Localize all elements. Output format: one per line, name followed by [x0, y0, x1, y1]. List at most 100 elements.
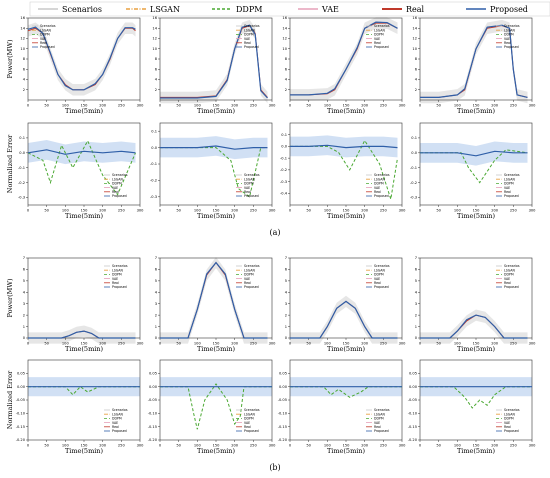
y-tick-label: -0.15 [278, 425, 287, 429]
plot-frame [289, 17, 403, 101]
x-tick-label: 250 [250, 342, 258, 346]
x-tick-label: 0 [27, 342, 30, 346]
chart-panel-b6: 0 50 100 150 200 250 300 -0.20 -0.15 -0.10 -0.05 0.… [148, 359, 276, 455]
y-tick-label: 10 [412, 47, 417, 51]
inset-legend-label: Proposed [504, 285, 519, 289]
plot-frame [289, 359, 403, 441]
inset-legend-label: Proposed [244, 285, 259, 289]
y-tick-label: 7 [285, 256, 287, 260]
inset-legend-label: DDPM [504, 182, 514, 186]
x-tick-label: 300 [137, 444, 145, 448]
x-tick-label: 100 [194, 444, 202, 448]
x-tick-label: 100 [62, 342, 70, 346]
series-line-proposed [290, 144, 398, 149]
y-tick-label: 14 [152, 26, 157, 30]
inset-legend-label: VAE [244, 421, 250, 425]
x-tick-label: 150 [343, 104, 351, 108]
x-tick-label: 200 [99, 444, 107, 448]
x-tick-label: 250 [510, 104, 518, 108]
legend-label-vae: VAE [321, 5, 339, 14]
y-axis-label: Power(MW) [6, 278, 14, 317]
inset-legend-label: DDPM [112, 417, 122, 421]
y-tick-label: 5 [415, 279, 417, 283]
y-tick-label: 7 [415, 256, 417, 260]
x-tick-label: 0 [419, 342, 422, 346]
inset-legend-label: Real [374, 281, 381, 285]
y-tick-label: 8 [285, 57, 288, 61]
chart-panel-a6: 0 50 100 150 200 250 300 -0.3 -0.2 -0.1 0.0 0.1 Scen… [150, 122, 276, 220]
y-axis-label: Normalized Error [6, 370, 14, 429]
y-tick-label: 8 [155, 57, 158, 61]
scenario-band [28, 325, 136, 344]
chart-panel-b2: 0 50 100 150 200 250 300 0 1 2 3 4 5 6 7 ScenariosLSGAN… [155, 256, 276, 353]
x-tick-label: 300 [399, 444, 407, 448]
x-tick-label: 100 [324, 444, 332, 448]
x-tick-label: 50 [44, 342, 49, 346]
y-tick-label: -0.2 [18, 181, 25, 185]
inset-legend-label: Scenarios [504, 24, 520, 28]
inset-legend-label: Proposed [112, 429, 127, 433]
x-tick-label: 50 [306, 209, 311, 213]
inset-legend-label: VAE [374, 186, 380, 190]
y-tick-label: -0.1 [410, 166, 417, 170]
y-tick-label: 7 [23, 256, 25, 260]
x-tick-label: 200 [231, 342, 239, 346]
x-tick-label: 200 [361, 209, 369, 213]
legend-label-real: Real [406, 5, 425, 14]
y-tick-label: 3 [285, 302, 287, 306]
inset-legend-label: DDPM [112, 273, 122, 277]
y-tick-label: 10 [282, 47, 287, 51]
inset-legend-label: Scenarios [112, 264, 128, 268]
inset-legend-label: Scenarios [504, 408, 520, 412]
series-line-proposed [420, 314, 528, 339]
x-tick-label: 250 [380, 209, 388, 213]
y-tick-label: -0.05 [16, 398, 25, 402]
legend-frame [29, 1, 550, 17]
x-tick-label: 0 [159, 342, 162, 346]
inset-legend-label: LSGAN [374, 412, 385, 416]
x-tick-label: 0 [419, 209, 422, 213]
x-tick-label: 300 [269, 104, 277, 108]
y-tick-label: -0.3 [150, 195, 157, 199]
series-line-proposed [27, 26, 136, 91]
x-tick-label: 250 [250, 104, 258, 108]
inset-legend-label: DDPM [504, 33, 514, 37]
x-tick-label: 100 [194, 342, 202, 346]
x-tick-label: 300 [399, 342, 407, 346]
x-tick-label: 100 [324, 342, 332, 346]
x-axis-label: Time(5min) [65, 447, 104, 455]
series-line-ddpm [160, 147, 268, 198]
x-tick-label: 50 [436, 444, 441, 448]
scenario-band [290, 135, 398, 158]
inset-legend-label: DDPM [504, 417, 514, 421]
y-tick-label: 4 [285, 290, 288, 294]
inset-legend-label: Proposed [112, 285, 127, 289]
inset-legend-label: Proposed [374, 194, 389, 198]
x-tick-label: 150 [213, 104, 221, 108]
x-tick-label: 50 [176, 444, 181, 448]
x-tick-label: 150 [213, 209, 221, 213]
inset-legend-label: Scenarios [244, 264, 260, 268]
plot-frame [27, 122, 141, 206]
x-tick-label: 300 [529, 342, 537, 346]
y-tick-label: 4 [285, 78, 288, 82]
y-tick-label: 2 [415, 313, 417, 317]
y-tick-label: 16 [20, 16, 25, 20]
y-tick-label: 16 [412, 16, 417, 20]
y-tick-label: 8 [23, 57, 26, 61]
y-tick-label: 12 [412, 37, 417, 41]
x-tick-label: 0 [27, 104, 30, 108]
x-tick-label: 150 [343, 444, 351, 448]
y-tick-label: 0.0 [19, 151, 25, 155]
scenario-band [420, 141, 528, 166]
x-tick-label: 200 [231, 104, 239, 108]
scenario-band [420, 309, 528, 344]
y-tick-label: -0.1 [150, 162, 157, 166]
inset-legend-label: DDPM [374, 33, 384, 37]
legend-label-lsgan: LSGAN [150, 5, 180, 14]
y-tick-label: 5 [155, 279, 157, 283]
inset-legend-label: VAE [504, 37, 510, 41]
y-tick-label: -0.1 [18, 166, 25, 170]
x-tick-label: 0 [289, 342, 292, 346]
